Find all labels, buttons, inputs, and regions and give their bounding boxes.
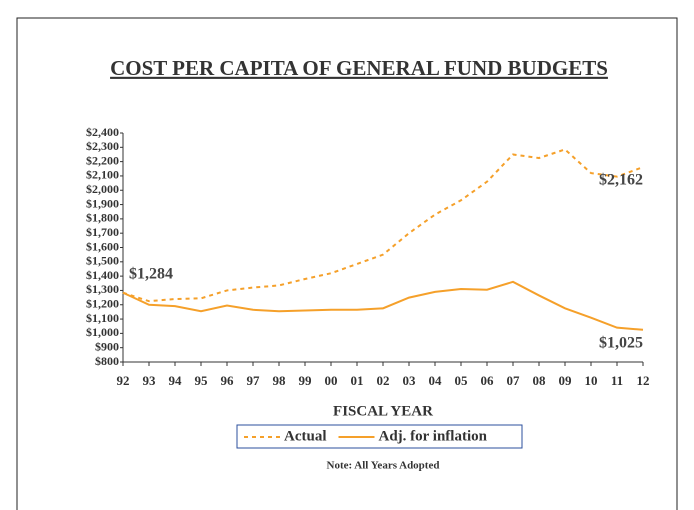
x-tick-label: 03 <box>403 373 417 388</box>
y-tick-label: $1,600 <box>86 239 119 253</box>
x-tick-label: 99 <box>299 373 313 388</box>
legend-label: Adj. for inflation <box>379 428 488 444</box>
note: Note: All Years Adopted <box>327 460 440 472</box>
line-series <box>122 148 644 303</box>
y-tick-label: $2,300 <box>86 139 119 153</box>
legend-label: Actual <box>284 428 327 444</box>
y-tick-label: $1,000 <box>86 325 119 339</box>
x-tick-label: 10 <box>585 373 598 388</box>
x-tick-label: 09 <box>559 373 573 388</box>
legend-box <box>236 424 523 449</box>
y-tick-label: $1,500 <box>86 254 119 268</box>
frame <box>16 17 678 510</box>
y-tick-label: $1,400 <box>86 268 119 282</box>
y-tick-label: $2,100 <box>86 168 119 182</box>
x-tick-label: 01 <box>351 373 364 388</box>
y-tick-label: $2,000 <box>86 182 119 196</box>
data-label: $2,162 <box>599 172 643 189</box>
x-tick-label: 06 <box>481 373 495 388</box>
y-tick-label: $2,200 <box>86 153 119 167</box>
chart-title: COST PER CAPITA OF GENERAL FUND BUDGETS <box>110 56 608 80</box>
y-tick-label: $1,200 <box>86 297 119 311</box>
x-tick-label: 12 <box>637 373 650 388</box>
x-tick-label: 07 <box>507 373 521 388</box>
x-tick-label: 11 <box>611 373 623 388</box>
x-axis-label: FISCAL YEAR <box>333 403 433 419</box>
x-tick-label: 05 <box>455 373 469 388</box>
y-tick-label: $1,900 <box>86 196 119 210</box>
y-tick-label: $800 <box>95 354 119 368</box>
x-tick-label: 00 <box>325 373 338 388</box>
x-tick-label: 02 <box>377 373 390 388</box>
x-tick-label: 98 <box>273 373 287 388</box>
data-label: $1,025 <box>599 334 643 351</box>
x-tick-label: 94 <box>169 373 183 388</box>
x-tick-label: 92 <box>117 373 130 388</box>
y-tick-label: $1,800 <box>86 211 119 225</box>
x-tick-label: 04 <box>429 373 443 388</box>
y-tick-label: $2,400 <box>86 125 119 139</box>
y-tick-label: $900 <box>95 339 119 353</box>
x-tick-label: 97 <box>247 373 261 388</box>
x-tick-label: 08 <box>533 373 547 388</box>
line-series <box>122 280 644 331</box>
y-tick-label: $1,100 <box>86 311 119 325</box>
x-tick-label: 93 <box>143 373 157 388</box>
y-tick-label: $1,700 <box>86 225 119 239</box>
data-label: $1,284 <box>129 265 173 282</box>
y-tick-label: $1,300 <box>86 282 119 296</box>
x-tick-label: 96 <box>221 373 235 388</box>
x-tick-label: 95 <box>195 373 209 388</box>
